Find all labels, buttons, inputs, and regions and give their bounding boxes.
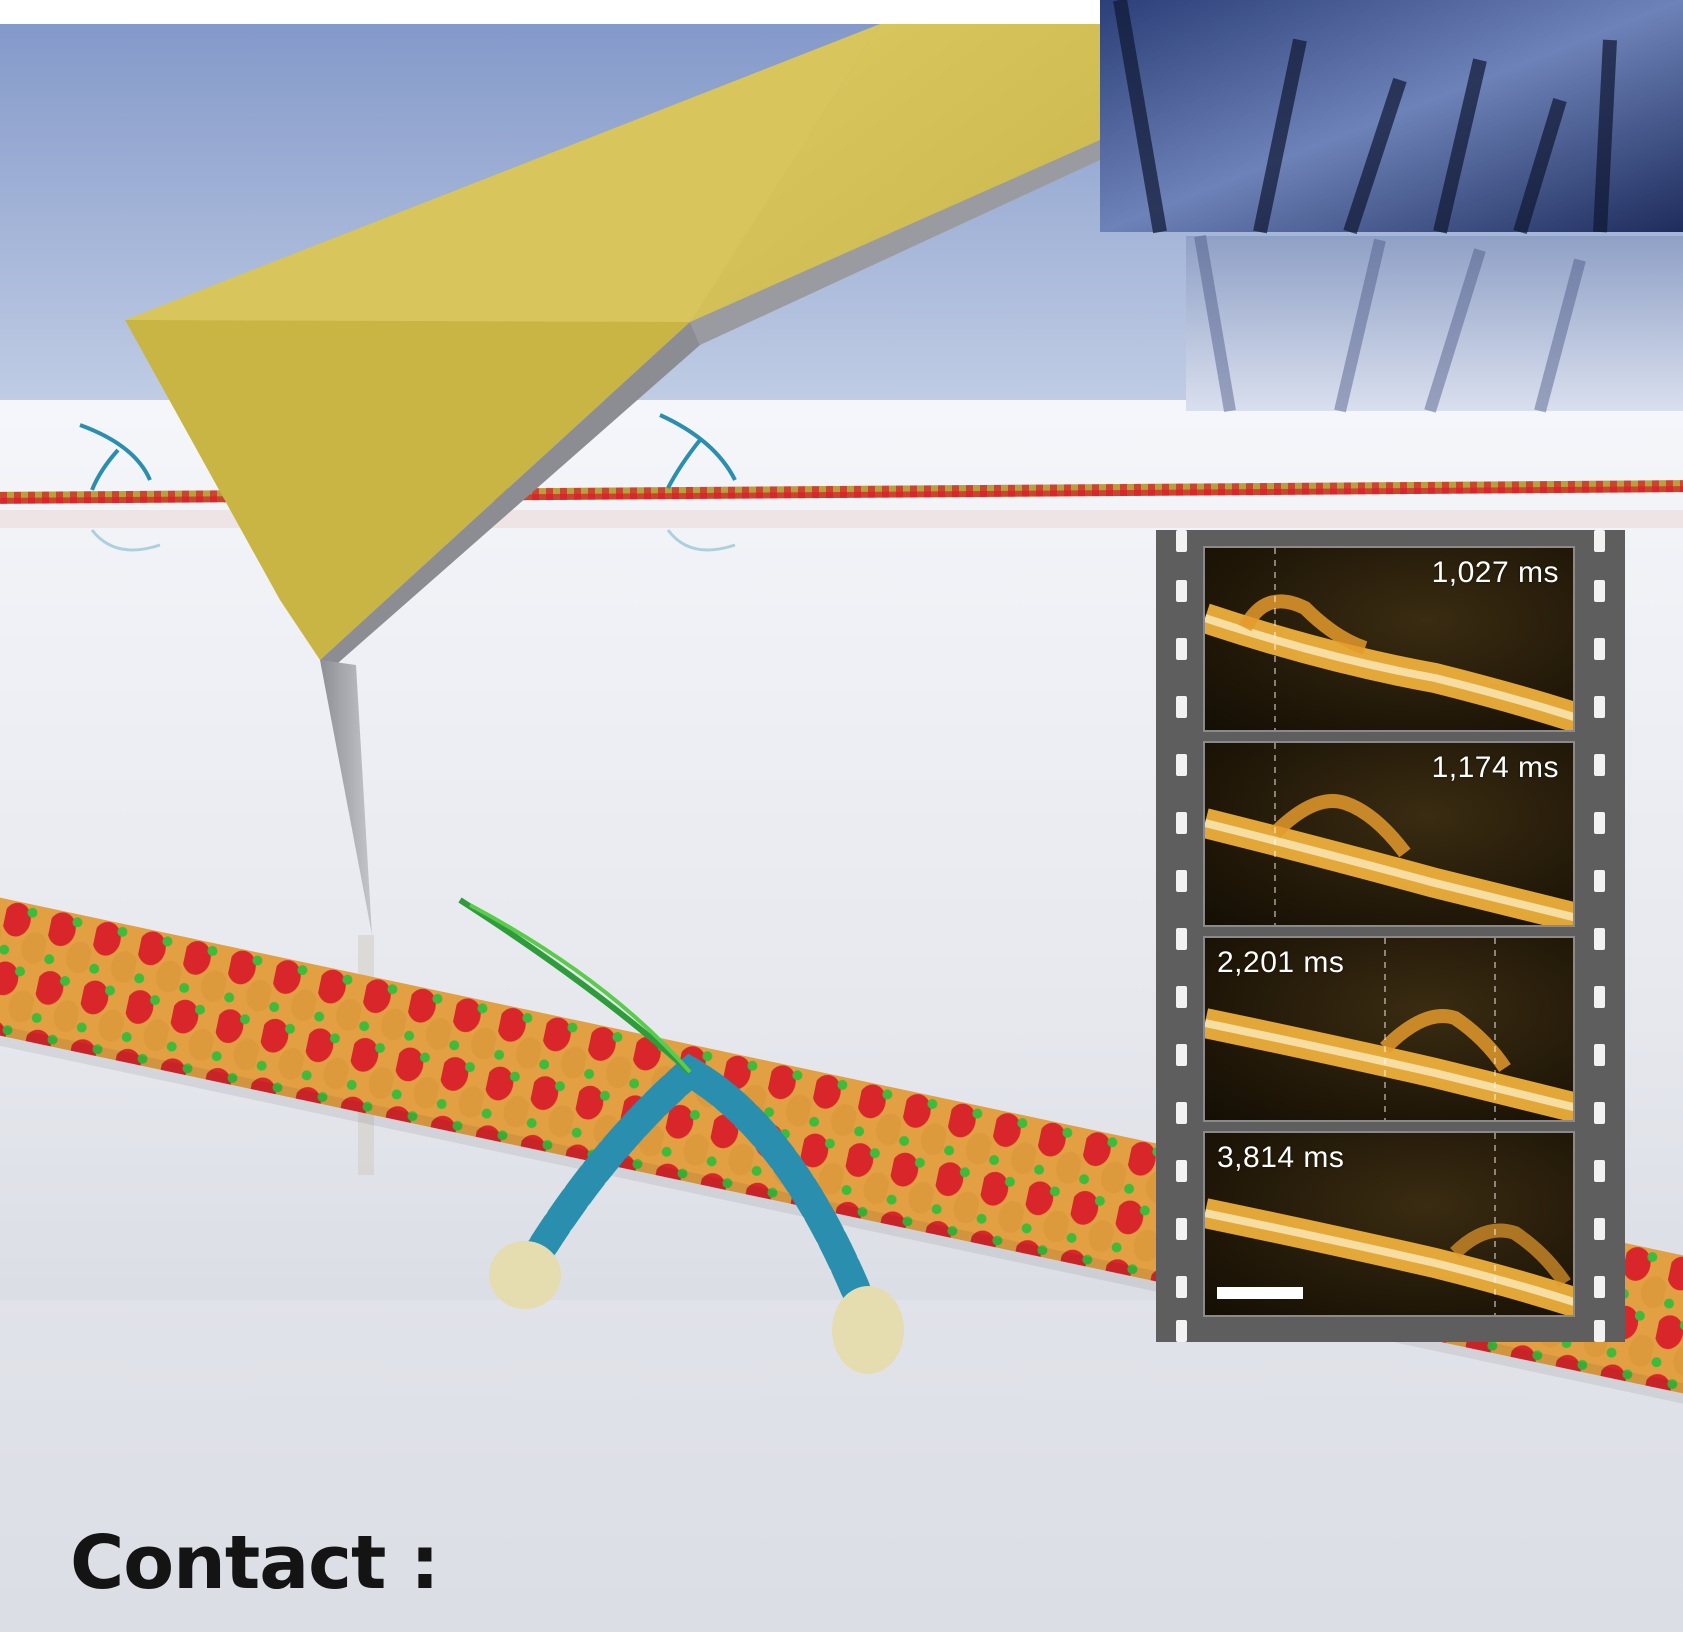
frame-2-timestamp: 1,174 ms <box>1431 751 1559 784</box>
afm-frame-1: 1,027 ms <box>1203 546 1575 732</box>
frame-4-timestamp: 3,814 ms <box>1217 1141 1345 1174</box>
frame-1-timestamp: 1,027 ms <box>1431 556 1559 589</box>
contact-heading: Contact : <box>70 1520 440 1606</box>
afm-frame-4: 3,814 ms <box>1203 1131 1575 1317</box>
frame-3-timestamp: 2,201 ms <box>1217 946 1345 979</box>
afm-frame-3: 2,201 ms <box>1203 936 1575 1122</box>
scale-bar <box>1217 1287 1303 1299</box>
afm-frame-2: 1,174 ms <box>1203 741 1575 927</box>
afm-filmstrip: 1,027 ms 1,174 ms 2,201 ms 3,814 ms <box>1156 530 1625 1342</box>
